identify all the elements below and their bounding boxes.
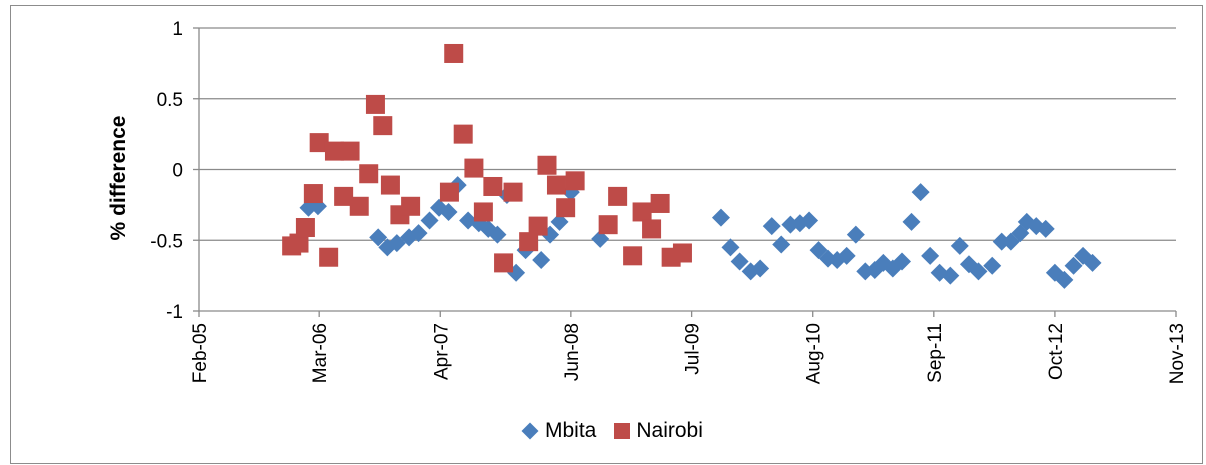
point-mbita	[439, 202, 458, 221]
y-axis-label: % difference	[107, 116, 130, 241]
x-tick-label: Aug-10	[804, 323, 825, 384]
point-mbita	[550, 212, 569, 231]
point-mbita	[921, 246, 940, 265]
point-nairobi	[340, 141, 360, 161]
point-nairobi	[295, 218, 315, 238]
point-mbita	[711, 208, 730, 227]
legend-item-nairobi: Nairobi	[614, 419, 703, 443]
point-nairobi	[494, 253, 514, 273]
point-nairobi	[598, 215, 618, 235]
point-mbita	[409, 224, 428, 243]
point-nairobi	[303, 184, 323, 204]
point-nairobi	[650, 193, 670, 213]
point-nairobi	[334, 186, 354, 206]
point-mbita	[941, 266, 960, 285]
point-mbita	[983, 256, 1002, 275]
point-mbita	[800, 211, 819, 230]
legend-item-mbita: Mbita	[521, 419, 596, 443]
point-nairobi	[373, 116, 393, 136]
scatter-plot: 1 0.5 0 -0.5 -1 Feb-05 Mar-06 Apr-07 Jun-08 Jul-…	[107, 19, 1188, 384]
point-mbita	[420, 211, 439, 230]
point-nairobi	[608, 186, 628, 206]
point-mbita	[902, 212, 921, 231]
chart-frame: 1 0.5 0 -0.5 -1 Feb-05 Mar-06 Apr-07 Jun-08 Jul-…	[10, 5, 1203, 464]
point-mbita	[1064, 256, 1083, 275]
point-mbita	[730, 252, 749, 271]
y-tick-label: 1	[172, 19, 183, 40]
legend-marker-nairobi	[614, 423, 631, 439]
point-mbita	[1083, 253, 1102, 272]
point-nairobi	[537, 155, 557, 175]
point-mbita	[837, 246, 856, 265]
point-nairobi	[359, 164, 379, 184]
x-tick-label: Feb-05	[190, 323, 211, 383]
x-tick-label: Jun-08	[562, 323, 583, 381]
point-mbita	[950, 236, 969, 255]
point-mbita	[762, 217, 781, 236]
point-mbita	[1011, 224, 1030, 243]
point-nairobi	[546, 175, 566, 195]
axis-layer	[193, 27, 1177, 317]
point-nairobi	[565, 171, 585, 191]
point-mbita	[883, 259, 902, 278]
x-tick-label: Jul-09	[683, 323, 704, 375]
x-tick-label: Mar-06	[310, 323, 331, 383]
legend-marker-mbita	[521, 422, 539, 440]
point-nairobi	[444, 43, 464, 63]
y-tick-label: 0	[172, 161, 183, 182]
series-nairobi	[282, 43, 692, 273]
series-mbita	[299, 176, 1102, 289]
point-mbita	[532, 251, 551, 270]
point-nairobi	[519, 232, 539, 252]
point-nairobi	[528, 216, 548, 236]
series-layer	[282, 43, 1102, 289]
point-mbita	[369, 228, 388, 247]
point-mbita	[1036, 219, 1055, 238]
point-nairobi	[632, 202, 652, 222]
x-tick-label: Nov-13	[1167, 323, 1188, 384]
point-mbita	[893, 252, 912, 271]
legend: Mbita Nairobi	[521, 419, 703, 443]
point-mbita	[1055, 270, 1074, 289]
point-nairobi	[380, 175, 400, 195]
point-nairobi	[453, 124, 473, 144]
point-nairobi	[319, 247, 339, 267]
point-nairobi	[483, 176, 503, 196]
point-mbita	[969, 262, 988, 281]
point-nairobi	[623, 246, 643, 266]
point-nairobi	[642, 219, 662, 239]
point-nairobi	[464, 158, 484, 178]
point-nairobi	[289, 233, 309, 253]
point-nairobi	[556, 198, 576, 218]
point-nairobi	[401, 196, 421, 216]
legend-label-mbita: Mbita	[545, 419, 597, 442]
point-nairobi	[439, 182, 459, 202]
point-nairobi	[365, 94, 385, 114]
grid-layer	[199, 27, 1176, 241]
point-mbita	[772, 235, 791, 254]
point-nairobi	[503, 182, 523, 202]
point-mbita	[846, 225, 865, 244]
legend-label-nairobi: Nairobi	[636, 419, 703, 442]
y-tick-labels: 1 0.5 0 -0.5 -1	[150, 19, 183, 323]
point-nairobi	[349, 196, 369, 216]
x-tick-label: Oct-12	[1046, 323, 1067, 380]
point-mbita	[591, 229, 610, 248]
point-nairobi	[324, 141, 344, 161]
point-mbita	[751, 259, 770, 278]
y-tick-label: -1	[166, 302, 183, 323]
y-tick-label: 0.5	[157, 90, 183, 111]
point-nairobi	[473, 202, 493, 222]
point-mbita	[992, 232, 1011, 251]
x-tick-label: Apr-07	[431, 323, 452, 380]
point-mbita	[721, 238, 740, 257]
x-tick-labels: Feb-05 Mar-06 Apr-07 Jun-08 Jul-09 Aug-10 Sep-…	[190, 323, 1188, 384]
x-tick-label: Sep-11	[925, 323, 946, 383]
point-nairobi	[672, 243, 692, 263]
point-nairobi	[309, 133, 329, 153]
y-tick-label: -0.5	[150, 231, 183, 252]
point-mbita	[911, 183, 930, 202]
point-mbita	[488, 225, 507, 244]
